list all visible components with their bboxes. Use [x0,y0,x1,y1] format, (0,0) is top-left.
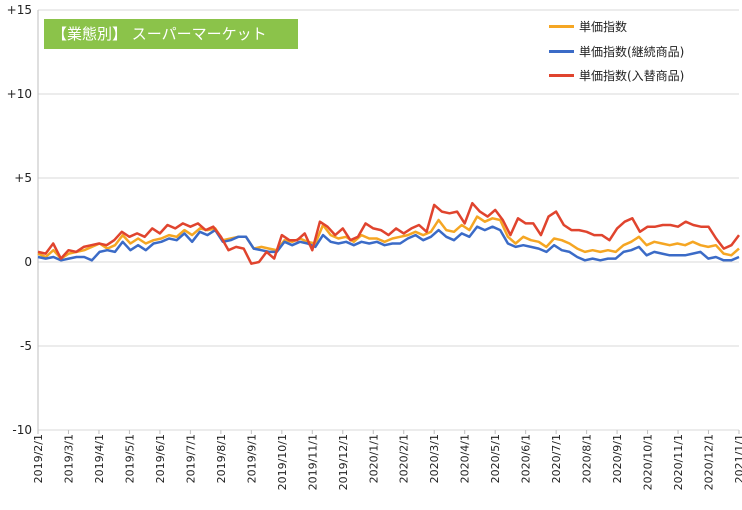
x-tick-label: 2019/10/1 [276,434,289,490]
legend-item-unit-price-index: 単価指数 [549,15,729,40]
legend-item-continuing-products: 単価指数(継続商品) [549,40,729,65]
x-tick-label: 2020/9/1 [611,434,624,483]
x-axis: 2019/2/1 2019/3/1 2019/4/1 2019/5/1 2019/6/1… [32,430,742,490]
y-tick-label: +15 [7,3,32,17]
series-line-3 [37,201,740,265]
y-tick-label: -5 [20,339,32,353]
y-axis: +15 +10 +5 0 -5 -10 [7,3,39,437]
legend-label: 単価指数 [579,20,628,34]
y-tick-label: +5 [14,171,32,185]
x-tick-label: 2019/4/1 [93,434,106,483]
x-tick-label: 2019/11/1 [306,434,319,490]
legend: 単価指数 単価指数(継続商品) 単価指数(入替商品) [549,15,729,89]
legend-swatch [549,25,574,28]
chart-title: 【業態別】 スーパーマーケット [52,25,267,43]
x-tick-label: 2020/7/1 [550,434,563,483]
x-tick-label: 2019/5/1 [123,434,136,483]
chart-title-box: 【業態別】 スーパーマーケット [44,19,298,49]
x-tick-label: 2020/2/1 [398,434,411,483]
x-tick-label: 2020/5/1 [489,434,502,483]
x-tick-label: 2019/2/1 [32,434,45,483]
x-tick-label: 2020/1/1 [367,434,380,483]
legend-item-replaced-products: 単価指数(入替商品) [549,64,729,89]
x-tick-label: 2019/3/1 [62,434,75,483]
x-tick-label: 2020/6/1 [520,434,533,483]
series-line-2 [37,225,740,262]
y-tick-label: 0 [24,255,32,269]
legend-swatch [549,74,574,77]
series-lines [37,201,740,265]
x-tick-label: 2019/12/1 [337,434,350,490]
x-tick-label: 2019/6/1 [154,434,167,483]
series-line-1 [37,215,740,260]
legend-label: 単価指数(継続商品) [579,44,685,59]
y-tick-label: -10 [12,423,32,437]
x-tick-label: 2021/1/1 [733,434,742,483]
x-tick-label: 2019/8/1 [215,434,228,483]
x-tick-label: 2020/10/1 [642,434,655,490]
x-tick-label: 2019/7/1 [184,434,197,483]
y-tick-label: +10 [7,87,32,101]
x-tick-label: 2020/4/1 [459,434,472,483]
x-tick-label: 2020/8/1 [581,434,594,483]
gridlines [38,9,739,431]
x-tick-label: 2020/3/1 [428,434,441,483]
legend-swatch [549,49,574,53]
legend-label: 単価指数(入替商品) [579,69,685,83]
x-tick-label: 2019/9/1 [245,434,258,483]
x-tick-label: 2020/11/1 [672,434,685,490]
x-tick-label: 2020/12/1 [703,434,716,490]
